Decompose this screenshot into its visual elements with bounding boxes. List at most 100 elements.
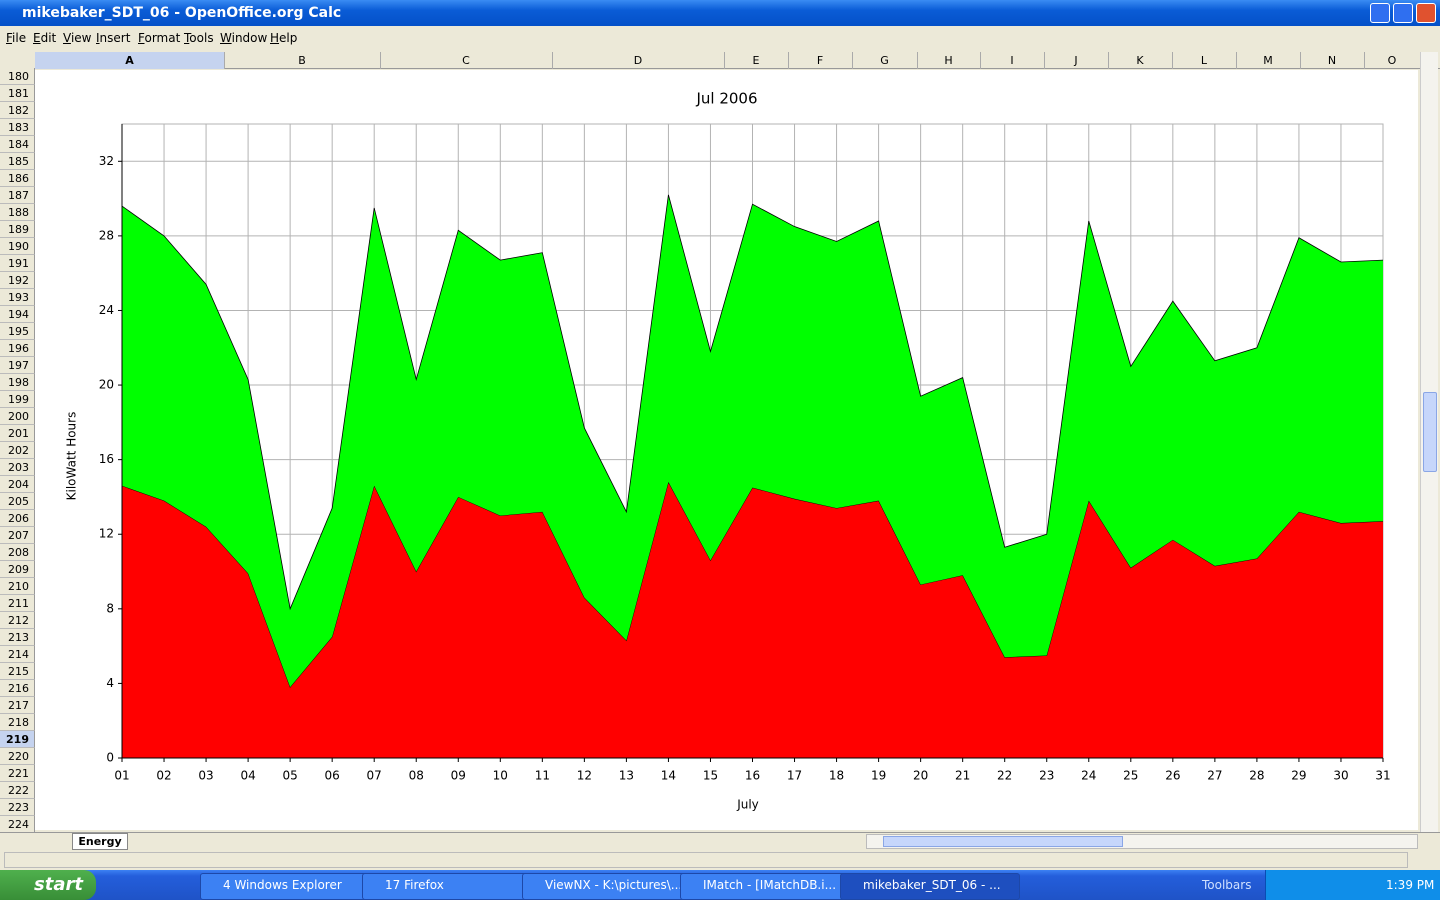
row-label[interactable]: 214 <box>0 646 35 663</box>
column-label[interactable]: O <box>1364 52 1421 69</box>
row-label[interactable]: 208 <box>0 544 35 561</box>
row-label[interactable]: 222 <box>0 782 35 799</box>
row-label[interactable]: 207 <box>0 527 35 544</box>
x-tick-label: 19 <box>871 769 886 783</box>
row-label[interactable]: 206 <box>0 510 35 527</box>
column-label[interactable]: H <box>917 52 981 69</box>
menu-item[interactable]: File <box>6 31 27 45</box>
row-label[interactable]: 183 <box>0 119 35 136</box>
x-tick-label: 21 <box>955 769 970 783</box>
row-label[interactable]: 196 <box>0 340 35 357</box>
row-label[interactable]: 182 <box>0 102 35 119</box>
x-tick-label: 08 <box>409 769 424 783</box>
row-label[interactable]: 194 <box>0 306 35 323</box>
menu-item[interactable]: View <box>63 31 92 45</box>
row-label[interactable]: 217 <box>0 697 35 714</box>
sheet-tab[interactable]: Energy <box>72 833 128 850</box>
taskbar-button[interactable]: ViewNX - K:\pictures\... <box>522 873 696 900</box>
close-button[interactable] <box>1416 3 1436 23</box>
scroll-thumb[interactable] <box>1423 392 1437 472</box>
column-label[interactable]: L <box>1172 52 1237 69</box>
row-label[interactable]: 204 <box>0 476 35 493</box>
column-label[interactable]: M <box>1236 52 1301 69</box>
row-label[interactable]: 193 <box>0 289 35 306</box>
start-button[interactable]: start <box>0 870 96 900</box>
row-label[interactable]: 223 <box>0 799 35 816</box>
menu-item[interactable]: Edit <box>33 31 57 45</box>
row-label[interactable]: 202 <box>0 442 35 459</box>
scroll-thumb[interactable] <box>883 836 1123 847</box>
row-label[interactable]: 185 <box>0 153 35 170</box>
vertical-scrollbar[interactable] <box>1420 52 1438 832</box>
row-label[interactable]: 188 <box>0 204 35 221</box>
column-label[interactable]: N <box>1300 52 1365 69</box>
column-label[interactable]: E <box>724 52 789 69</box>
row-label[interactable]: 211 <box>0 595 35 612</box>
column-label[interactable]: I <box>980 52 1045 69</box>
row-label[interactable]: 187 <box>0 187 35 204</box>
row-label[interactable]: 181 <box>0 85 35 102</box>
taskbar-button[interactable]: IMatch - [IMatchDB.i... <box>680 873 860 900</box>
x-tick-label: 02 <box>156 769 171 783</box>
column-label[interactable]: K <box>1108 52 1173 69</box>
taskbar-button[interactable]: mikebaker_SDT_06 - ... <box>840 873 1020 900</box>
x-tick-label: 14 <box>661 769 676 783</box>
x-tick-label: 12 <box>577 769 592 783</box>
column-label[interactable]: J <box>1044 52 1109 69</box>
row-label[interactable]: 205 <box>0 493 35 510</box>
restore-button[interactable] <box>1393 3 1413 23</box>
column-label[interactable]: F <box>788 52 853 69</box>
column-label[interactable]: B <box>224 52 381 69</box>
column-label[interactable]: G <box>852 52 918 69</box>
minimize-button[interactable] <box>1370 3 1390 23</box>
horizontal-scrollbar[interactable] <box>866 834 1418 849</box>
row-label[interactable]: 197 <box>0 357 35 374</box>
x-tick-label: 18 <box>829 769 844 783</box>
row-label[interactable]: 195 <box>0 323 35 340</box>
taskbar-button[interactable]: 4 Windows Explorer <box>200 873 382 900</box>
row-label[interactable]: 219 <box>0 731 35 748</box>
y-axis-label: KiloWatt Hours <box>65 412 79 501</box>
row-label[interactable]: 200 <box>0 408 35 425</box>
x-tick-label: 13 <box>619 769 634 783</box>
y-tick-label: 12 <box>99 527 114 541</box>
column-label[interactable]: C <box>380 52 553 69</box>
row-label[interactable]: 213 <box>0 629 35 646</box>
row-label[interactable]: 198 <box>0 374 35 391</box>
row-label[interactable]: 191 <box>0 255 35 272</box>
row-label[interactable]: 218 <box>0 714 35 731</box>
row-label[interactable]: 210 <box>0 578 35 595</box>
corner-cell <box>0 52 36 69</box>
y-tick-label: 0 <box>106 751 114 765</box>
row-label[interactable]: 186 <box>0 170 35 187</box>
x-tick-label: 17 <box>787 769 802 783</box>
menu-item[interactable]: Insert <box>96 31 131 45</box>
clock: 1:39 PM <box>1386 878 1435 892</box>
row-label[interactable]: 212 <box>0 612 35 629</box>
row-label[interactable]: 201 <box>0 425 35 442</box>
column-label[interactable]: A <box>35 52 225 69</box>
row-label[interactable]: 220 <box>0 748 35 765</box>
menu-item[interactable]: Format <box>138 31 181 45</box>
y-tick-label: 32 <box>99 154 114 168</box>
row-label[interactable]: 192 <box>0 272 35 289</box>
x-tick-label: 23 <box>1039 769 1054 783</box>
menu-item[interactable]: Window <box>220 31 268 45</box>
row-label[interactable]: 209 <box>0 561 35 578</box>
row-label[interactable]: 189 <box>0 221 35 238</box>
menu-item[interactable]: Help <box>270 31 298 45</box>
row-label[interactable]: 221 <box>0 765 35 782</box>
row-label[interactable]: 190 <box>0 238 35 255</box>
row-label[interactable]: 199 <box>0 391 35 408</box>
row-label[interactable]: 215 <box>0 663 35 680</box>
column-label[interactable]: D <box>552 52 725 69</box>
row-label[interactable]: 184 <box>0 136 35 153</box>
row-label[interactable]: 203 <box>0 459 35 476</box>
row-label[interactable]: 216 <box>0 680 35 697</box>
taskbar-button[interactable]: 17 Firefox <box>362 873 542 900</box>
row-label[interactable]: 224 <box>0 816 35 833</box>
row-label[interactable]: 180 <box>0 68 35 85</box>
toolbars-label[interactable]: Toolbars <box>1202 878 1252 892</box>
menu-item[interactable]: Tools <box>184 31 214 45</box>
